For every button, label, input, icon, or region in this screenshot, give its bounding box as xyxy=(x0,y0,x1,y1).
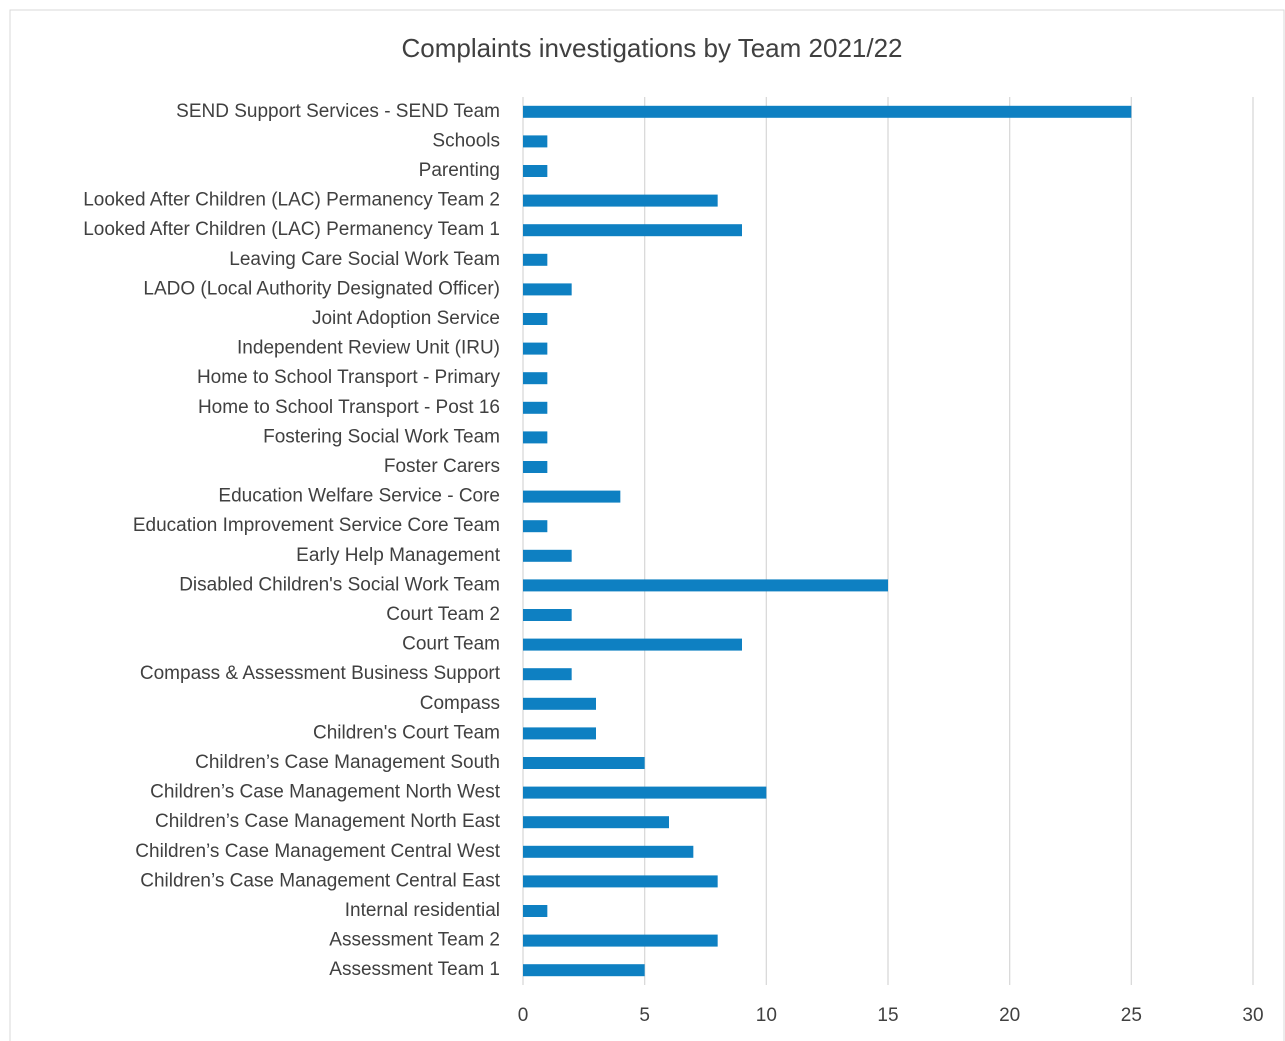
bar xyxy=(523,668,572,681)
y-tick-label: Compass xyxy=(420,693,500,714)
y-tick-label: Children’s Case Management Central East xyxy=(140,870,500,891)
y-tick-label: Disabled Children's Social Work Team xyxy=(179,574,500,595)
y-tick-label: Assessment Team 2 xyxy=(329,930,500,951)
bar xyxy=(523,224,742,237)
y-tick-label: Schools xyxy=(432,130,500,151)
bar xyxy=(523,786,767,799)
y-tick-label: Children’s Case Management North West xyxy=(150,782,501,803)
y-tick-label: Foster Carers xyxy=(384,456,500,477)
x-tick-label: 25 xyxy=(1121,1005,1142,1026)
chart-frame xyxy=(9,9,1285,1041)
y-tick-label: Children's Court Team xyxy=(313,722,500,743)
y-tick-label: Fostering Social Work Team xyxy=(263,426,500,447)
y-tick-label: Leaving Care Social Work Team xyxy=(229,249,500,270)
bar xyxy=(523,638,742,651)
bar xyxy=(523,757,645,769)
bar xyxy=(523,313,548,325)
bar xyxy=(523,135,548,148)
bar xyxy=(523,372,548,385)
y-tick-label: LADO (Local Authority Designated Officer… xyxy=(143,278,500,299)
bar xyxy=(523,105,1132,118)
y-tick-label: SEND Support Services - SEND Team xyxy=(176,101,500,122)
y-tick-label: Looked After Children (LAC) Permanency T… xyxy=(83,219,500,240)
y-tick-label: Court Team 2 xyxy=(386,604,500,625)
bar xyxy=(523,905,548,917)
x-tick-label: 20 xyxy=(999,1005,1020,1026)
bar xyxy=(523,697,596,710)
y-tick-label: Parenting xyxy=(419,160,500,181)
x-tick-label: 10 xyxy=(756,1005,777,1026)
bar xyxy=(523,964,645,977)
bar xyxy=(523,253,548,266)
y-tick-label: Children’s Case Management North East xyxy=(155,811,501,832)
bar xyxy=(523,934,718,947)
x-tick-label: 0 xyxy=(518,1005,529,1026)
x-tick-label: 5 xyxy=(639,1005,650,1026)
y-tick-label: Education Improvement Service Core Team xyxy=(133,515,500,536)
y-tick-label: Home to School Transport - Primary xyxy=(197,367,501,388)
y-tick-label: Looked After Children (LAC) Permanency T… xyxy=(83,190,500,211)
y-tick-label: Children’s Case Management South xyxy=(195,752,500,773)
x-tick-label: 30 xyxy=(1242,1005,1263,1026)
bar xyxy=(523,342,548,355)
bar xyxy=(523,549,572,562)
bar xyxy=(523,579,888,592)
bar xyxy=(523,816,669,829)
bar xyxy=(523,875,718,888)
y-tick-label: Joint Adoption Service xyxy=(312,308,500,329)
bar xyxy=(523,283,572,296)
bar xyxy=(523,461,548,473)
y-tick-label: Internal residential xyxy=(345,900,500,921)
bar xyxy=(523,520,548,533)
y-tick-label: Education Welfare Service - Core xyxy=(218,486,500,507)
bar xyxy=(523,431,548,444)
bar xyxy=(523,727,596,740)
bar xyxy=(523,165,548,177)
bar xyxy=(523,609,572,621)
bar xyxy=(523,490,621,503)
y-tick-label: Independent Review Unit (IRU) xyxy=(237,338,500,359)
y-tick-label: Assessment Team 1 xyxy=(329,959,500,980)
y-tick-label: Compass & Assessment Business Support xyxy=(140,663,501,684)
y-tick-label: Home to School Transport - Post 16 xyxy=(198,397,500,418)
y-tick-label: Early Help Management xyxy=(296,545,501,566)
y-tick-label: Children’s Case Management Central West xyxy=(135,841,500,862)
y-tick-label: Court Team xyxy=(402,634,500,655)
bar xyxy=(523,194,718,207)
bar xyxy=(523,401,548,414)
chart-title: Complaints investigations by Team 2021/2… xyxy=(401,33,902,63)
bar xyxy=(523,845,694,858)
x-tick-label: 15 xyxy=(877,1005,898,1026)
